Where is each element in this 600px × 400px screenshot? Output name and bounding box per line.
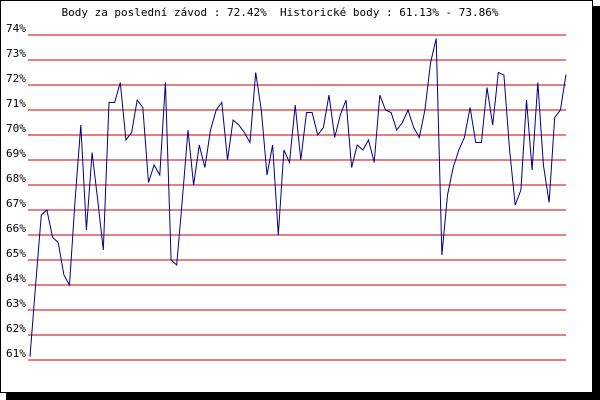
y-tick-label: 66% [6,222,26,235]
y-tick-label: 67% [6,197,26,210]
y-tick-label: 64% [6,272,26,285]
y-tick-label: 62% [6,322,26,335]
y-tick-label: 65% [6,247,26,260]
y-tick-label: 69% [6,147,26,160]
y-tick-label: 68% [6,172,26,185]
y-tick-label: 72% [6,72,26,85]
y-tick-label: 70% [6,122,26,135]
data-line [29,38,567,357]
y-tick-label: 73% [6,47,26,60]
y-tick-label: 61% [6,347,26,360]
y-tick-label: 74% [6,22,26,35]
chart-title: Body za poslední závod : 72.42% Historic… [61,6,498,19]
y-tick-label: 71% [6,97,26,110]
frame [0,0,593,393]
y-tick-label: 63% [6,297,26,310]
